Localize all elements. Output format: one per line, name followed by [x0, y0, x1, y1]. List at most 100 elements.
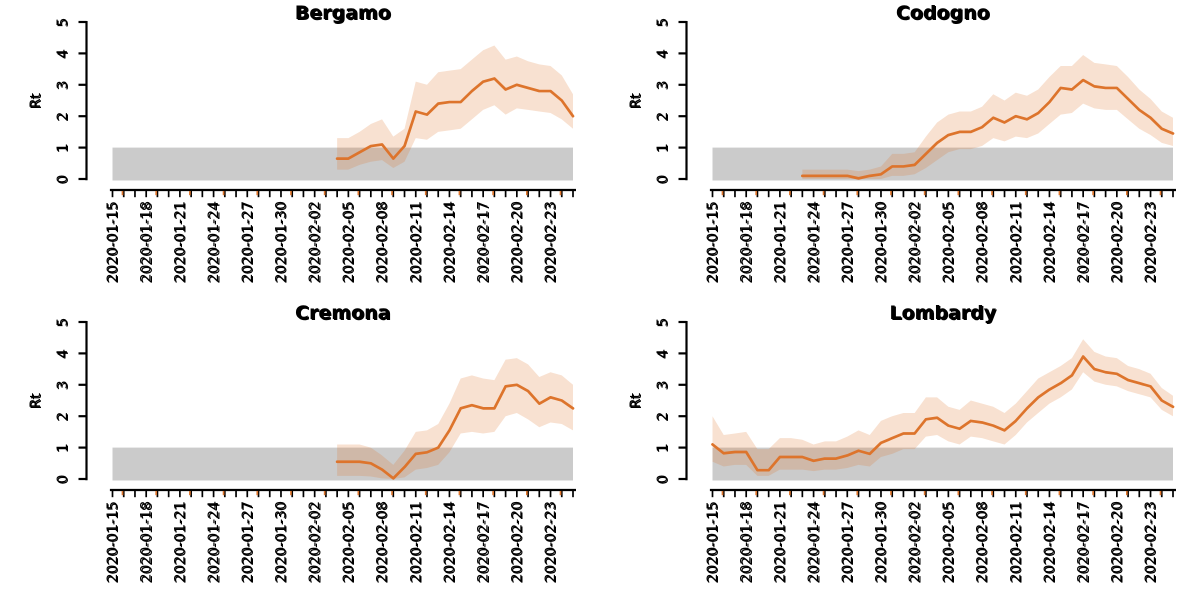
- x-tick-label: 2020-02-20: [511, 202, 527, 283]
- y-axis-title: Rt: [29, 94, 45, 110]
- x-tick-label: 2020-01-27: [840, 501, 856, 582]
- x-tick-label: 2020-02-08: [376, 202, 392, 283]
- x-tick-label: 2020-01-24: [207, 202, 223, 283]
- y-tick-label: 0: [56, 476, 72, 485]
- rt-panel-lombardy: 0 0 1 1 2 2 3 3 4 4 5 5 Rt Rt 2020-01-15 2020-01-15 2020…: [600, 300, 1200, 599]
- x-tick-label: 2020-01-24: [806, 201, 822, 282]
- rt-panel-cremona: 0 0 1 1 2 2 3 3 4 4 5 5 Rt Rt 2020-01-15 2020-01-15 2020…: [0, 300, 600, 599]
- y-tick-label: 3: [655, 80, 671, 89]
- x-tick-label: 2020-02-20: [1109, 501, 1125, 582]
- x-tick-label: 2020-01-15: [706, 502, 722, 583]
- x-tick-label: 2020-02-14: [1042, 201, 1058, 282]
- x-tick-label: 2020-02-08: [376, 502, 392, 583]
- x-tick-label: 2020-02-02: [908, 202, 924, 283]
- x-tick-label: 2020-02-17: [1077, 502, 1093, 583]
- x-tick-label: 2020-02-02: [308, 202, 324, 283]
- x-tick-label: 2020-01-15: [106, 202, 122, 283]
- x-tick-label: 2020-01-30: [275, 502, 291, 583]
- x-tick-label: 2020-01-21: [774, 202, 790, 283]
- y-tick-label: 3: [656, 82, 672, 91]
- chart-title: Codogno: [896, 2, 990, 24]
- x-tick-label: 2020-01-27: [240, 201, 256, 282]
- x-tick-label: 2020-02-17: [476, 201, 492, 282]
- x-tick-label: 2020-02-11: [1009, 502, 1025, 583]
- x-tick-label: 2020-01-30: [873, 201, 889, 282]
- y-tick-label: 1: [56, 144, 72, 153]
- y-tick-label: 0: [55, 475, 71, 484]
- x-tick-label: 2020-02-17: [1077, 202, 1093, 283]
- y-tick-label: 5: [656, 19, 672, 28]
- y-tick-label: 1: [55, 143, 71, 152]
- y-axis-title: Rt: [28, 92, 44, 108]
- chart-title: Lombardy: [891, 303, 998, 325]
- x-tick-label: 2020-02-08: [976, 202, 992, 283]
- y-axis-title: Rt: [629, 94, 645, 110]
- x-tick-label: 2020-02-17: [476, 501, 492, 582]
- x-tick-label: 2020-02-11: [408, 501, 424, 582]
- x-tick-label: 2020-01-30: [875, 202, 891, 283]
- y-tick-label: 2: [655, 112, 671, 121]
- x-tick-label: 2020-02-02: [307, 501, 323, 582]
- x-tick-label: 2020-02-05: [941, 501, 957, 582]
- x-tick-label: 2020-01-27: [240, 501, 256, 582]
- x-tick-label: 2020-02-23: [543, 201, 559, 282]
- x-tick-label: 2020-02-08: [975, 201, 991, 282]
- x-tick-label: 2020-02-14: [1043, 502, 1059, 583]
- x-tick-label: 2020-01-21: [772, 201, 788, 282]
- x-tick-label: 2020-02-05: [941, 201, 957, 282]
- x-tick-label: 2020-01-15: [105, 501, 121, 582]
- threshold-band-rect: [712, 147, 1173, 181]
- y-tick-label: 3: [656, 382, 672, 391]
- x-tick-label: 2020-02-14: [443, 502, 459, 583]
- x-tick-label: 2020-01-30: [873, 501, 889, 582]
- x-tick-label: 2020-01-30: [875, 502, 891, 583]
- chart-title: Codogno: [897, 3, 991, 25]
- y-tick-label: 2: [656, 113, 672, 122]
- x-tick-label: 2020-01-15: [706, 202, 722, 283]
- x-tick-label: 2020-01-27: [841, 502, 857, 583]
- x-tick-label: 2020-02-23: [544, 502, 560, 583]
- y-tick-label: 3: [655, 380, 671, 389]
- y-tick-label: 5: [655, 318, 671, 327]
- y-tick-label: 5: [55, 18, 71, 27]
- x-tick-label: 2020-01-21: [172, 501, 188, 582]
- x-tick-label: 2020-01-24: [206, 501, 222, 582]
- x-tick-label: 2020-02-23: [1143, 501, 1159, 582]
- y-tick-label: 4: [55, 349, 71, 358]
- threshold-band-rect: [712, 447, 1173, 481]
- y-axis-title: Rt: [629, 394, 645, 410]
- x-tick-label: 2020-01-24: [807, 502, 823, 583]
- x-tick-label: 2020-02-14: [1042, 501, 1058, 582]
- y-tick-label: 2: [56, 113, 72, 122]
- x-tick-label: 2020-02-05: [341, 201, 357, 282]
- x-tick-label: 2020-02-11: [408, 201, 424, 282]
- y-axis-title: Rt: [29, 394, 45, 410]
- rt-panel-codogno: 0 0 1 1 2 2 3 3 4 4 5 5 Rt Rt 2020-01-15 2020-01-15 2020…: [600, 0, 1200, 300]
- chart-title: Lombardy: [889, 302, 996, 324]
- x-tick-label: 2020-01-30: [273, 201, 289, 282]
- y-tick-label: 4: [655, 49, 671, 58]
- rt-mean-line: [801, 78, 1175, 180]
- chart-title: Bergamo: [296, 3, 392, 25]
- x-tick-label: 2020-02-20: [509, 201, 525, 282]
- x-tick-label: 2020-02-20: [511, 502, 527, 583]
- y-tick-label: 4: [655, 349, 671, 358]
- y-axis-title: Rt: [628, 392, 644, 408]
- y-tick-label: 1: [656, 144, 672, 153]
- x-tick-label: 2020-02-08: [976, 502, 992, 583]
- x-tick-label: 2020-02-23: [544, 202, 560, 283]
- x-tick-label: 2020-02-23: [1144, 502, 1160, 583]
- y-tick-label: 0: [655, 175, 671, 184]
- x-tick-label: 2020-02-11: [1008, 501, 1024, 582]
- rt-panel-bergamo: 0 0 1 1 2 2 3 3 4 4 5 5 Rt Rt 2020-01-15 2020-01-15 2020…: [0, 0, 600, 300]
- credible-interval-band: [337, 45, 573, 170]
- x-tick-label: 2020-01-21: [172, 201, 188, 282]
- y-tick-label: 3: [55, 380, 71, 389]
